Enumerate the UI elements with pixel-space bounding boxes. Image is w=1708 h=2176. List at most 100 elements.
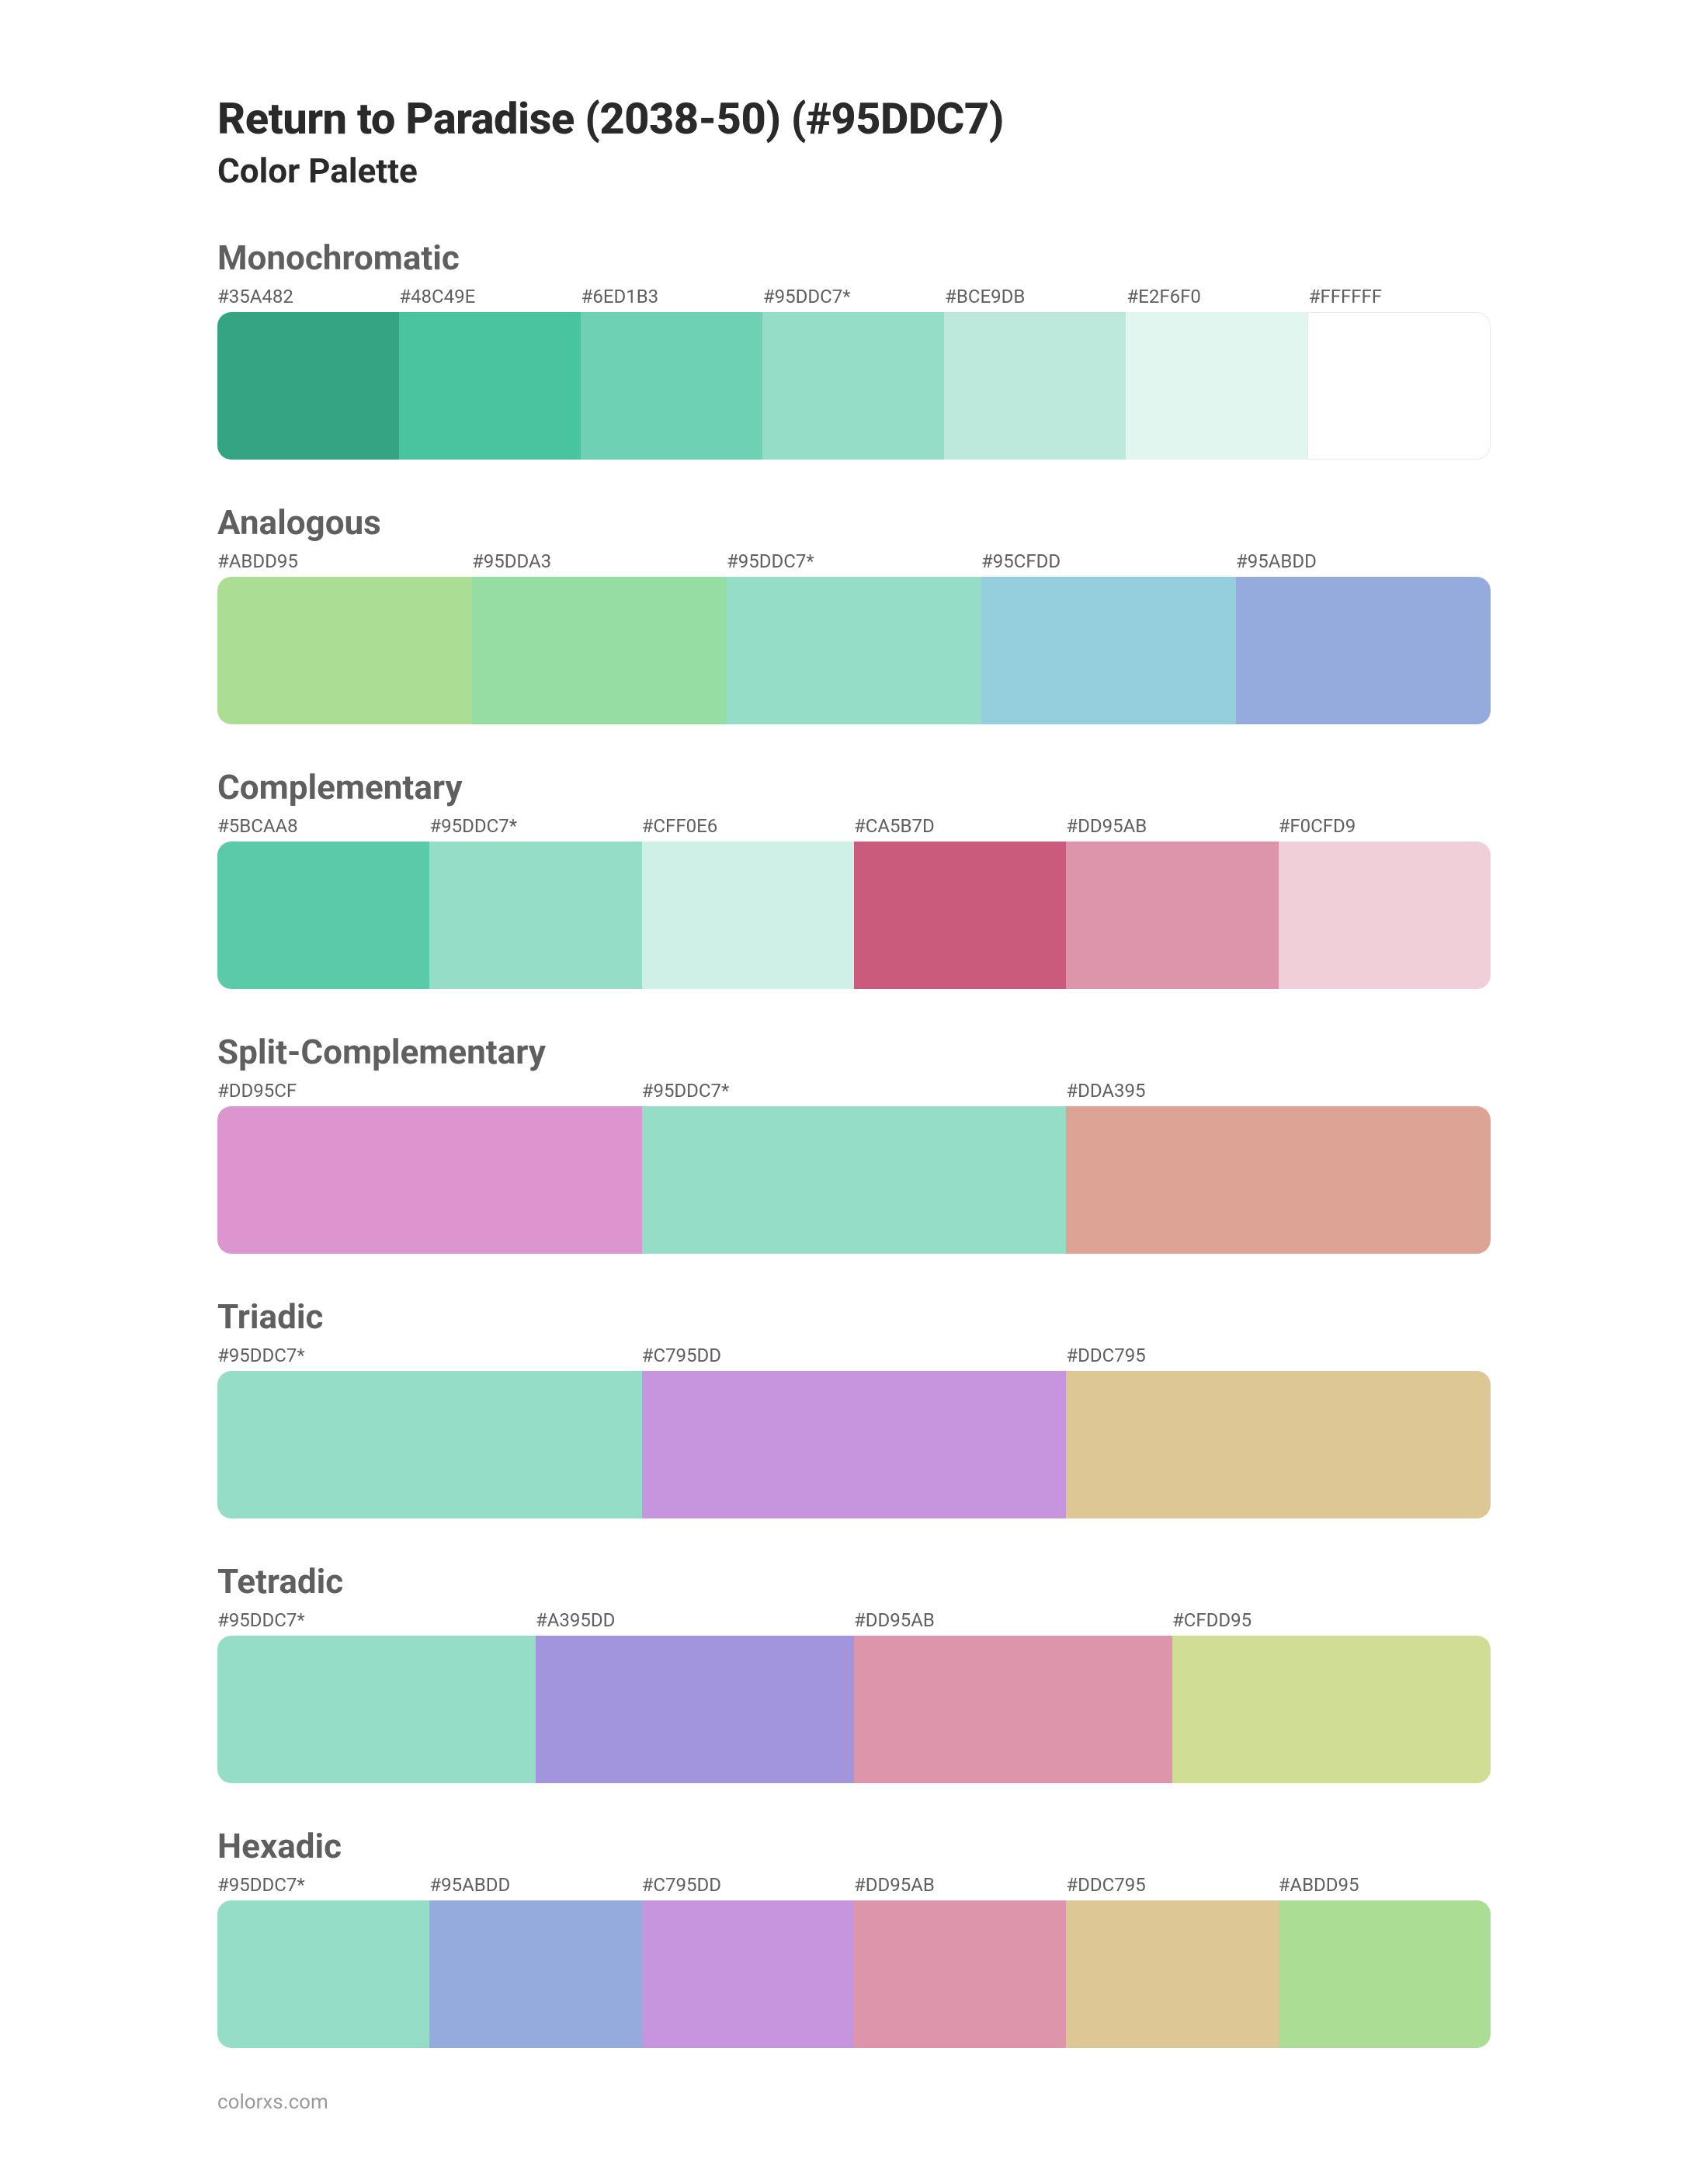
color-swatch[interactable]	[217, 577, 472, 724]
section-title: Monochromatic	[217, 238, 1491, 278]
swatch-labels-row: #95DDC7*#A395DD#DD95AB#CFDD95	[217, 1609, 1491, 1636]
color-swatch[interactable]	[1066, 1900, 1278, 2048]
swatch-label: #C795DD	[642, 1874, 854, 1900]
swatches-row	[217, 1636, 1491, 1783]
color-swatch[interactable]	[981, 577, 1236, 724]
swatch-label: #DDA395	[1066, 1080, 1491, 1106]
color-swatch[interactable]	[1066, 1371, 1491, 1518]
color-swatch[interactable]	[399, 312, 581, 460]
swatch-label: #DD95AB	[854, 1874, 1066, 1900]
swatch-label: #CFDD95	[1172, 1609, 1491, 1636]
color-swatch[interactable]	[1066, 1106, 1491, 1254]
color-swatch[interactable]	[727, 577, 981, 724]
color-swatch[interactable]	[217, 1371, 642, 1518]
color-swatch[interactable]	[429, 1900, 641, 2048]
color-swatch[interactable]	[429, 842, 641, 989]
palette-section: Complementary #5BCAA8#95DDC7*#CFF0E6#CA5B…	[217, 767, 1491, 989]
color-swatch[interactable]	[944, 312, 1126, 460]
swatch-label: #95DDC7*	[429, 815, 641, 842]
swatch-labels-row: #ABDD95#95DDA3#95DDC7*#95CFDD#95ABDD	[217, 550, 1491, 577]
swatch-label: #E2F6F0	[1127, 286, 1308, 312]
swatches-row	[217, 312, 1491, 460]
swatch-label: #6ED1B3	[581, 286, 763, 312]
swatch-label: #35A482	[217, 286, 399, 312]
color-swatch[interactable]	[854, 842, 1066, 989]
color-swatch[interactable]	[536, 1636, 854, 1783]
color-swatch[interactable]	[854, 1900, 1066, 2048]
color-swatch[interactable]	[217, 1106, 642, 1254]
color-swatch[interactable]	[642, 842, 854, 989]
swatch-label: #95DDC7*	[217, 1874, 429, 1900]
swatches-row	[217, 1106, 1491, 1254]
color-swatch[interactable]	[1126, 312, 1307, 460]
color-swatch[interactable]	[762, 312, 944, 460]
palette-section: Analogous #ABDD95#95DDA3#95DDC7*#95CFDD#9…	[217, 502, 1491, 724]
color-swatch[interactable]	[217, 842, 429, 989]
swatches-row	[217, 1371, 1491, 1518]
swatch-labels-row: #5BCAA8#95DDC7*#CFF0E6#CA5B7D#DD95AB#F0C…	[217, 815, 1491, 842]
section-title: Hexadic	[217, 1826, 1491, 1866]
swatch-label: #48C49E	[399, 286, 581, 312]
color-swatch[interactable]	[217, 1636, 536, 1783]
section-title: Tetradic	[217, 1561, 1491, 1602]
swatches-row	[217, 577, 1491, 724]
palette-sections: Monochromatic#35A482#48C49E#6ED1B3#95DDC…	[217, 238, 1491, 2048]
swatch-labels-row: #35A482#48C49E#6ED1B3#95DDC7*#BCE9DB#E2F…	[217, 286, 1491, 312]
page-subtitle: Color Palette	[217, 151, 1491, 191]
swatches-row	[217, 842, 1491, 989]
swatch-label: #DD95AB	[1066, 815, 1278, 842]
swatch-label: #95DDC7*	[642, 1080, 1067, 1106]
color-swatch[interactable]	[854, 1636, 1172, 1783]
swatch-label: #95DDC7*	[727, 550, 981, 577]
swatch-label: #DDC795	[1066, 1874, 1278, 1900]
color-swatch[interactable]	[1307, 312, 1491, 460]
swatch-label: #95DDC7*	[217, 1609, 536, 1636]
color-swatch[interactable]	[1236, 577, 1491, 724]
swatch-labels-row: #95DDC7*#95ABDD#C795DD#DD95AB#DDC795#ABD…	[217, 1874, 1491, 1900]
color-swatch[interactable]	[1279, 842, 1491, 989]
swatch-label: #ABDD95	[1279, 1874, 1491, 1900]
swatch-label: #A395DD	[536, 1609, 854, 1636]
color-swatch[interactable]	[1279, 1900, 1491, 2048]
palette-section: Monochromatic #35A482#48C49E#6ED1B3#95DDC…	[217, 238, 1491, 460]
swatch-label: #BCE9DB	[945, 286, 1127, 312]
section-title: Triadic	[217, 1296, 1491, 1337]
color-swatch[interactable]	[217, 1900, 429, 2048]
color-swatch[interactable]	[472, 577, 727, 724]
swatch-label: #95CFDD	[981, 550, 1236, 577]
swatches-row	[217, 1900, 1491, 2048]
swatch-label: #CFF0E6	[642, 815, 854, 842]
swatch-label: #DD95AB	[854, 1609, 1172, 1636]
swatch-label: #95DDC7*	[217, 1345, 642, 1371]
color-swatch[interactable]	[642, 1900, 854, 2048]
color-swatch[interactable]	[1172, 1636, 1491, 1783]
swatch-label: #F0CFD9	[1279, 815, 1491, 842]
swatch-label: #FFFFFF	[1309, 286, 1491, 312]
swatch-label: #95DDA3	[472, 550, 727, 577]
color-swatch[interactable]	[217, 312, 399, 460]
color-swatch[interactable]	[642, 1371, 1067, 1518]
swatch-label: #C795DD	[642, 1345, 1067, 1371]
swatch-label: #95ABDD	[429, 1874, 641, 1900]
swatch-labels-row: #95DDC7*#C795DD#DDC795	[217, 1345, 1491, 1371]
section-title: Split-Complementary	[217, 1032, 1491, 1072]
swatch-label: #CA5B7D	[854, 815, 1066, 842]
section-title: Complementary	[217, 767, 1491, 807]
palette-section: Triadic #95DDC7*#C795DD#DDC795	[217, 1296, 1491, 1518]
swatch-label: #DDC795	[1066, 1345, 1491, 1371]
swatch-label: #95ABDD	[1236, 550, 1491, 577]
palette-section: Hexadic #95DDC7*#95ABDD#C795DD#DD95AB#DDC…	[217, 1826, 1491, 2048]
color-swatch[interactable]	[1066, 842, 1278, 989]
color-swatch[interactable]	[581, 312, 762, 460]
swatch-label: #5BCAA8	[217, 815, 429, 842]
section-title: Analogous	[217, 502, 1491, 543]
palette-section: Tetradic #95DDC7*#A395DD#DD95AB#CFDD95	[217, 1561, 1491, 1783]
palette-section: Split-Complementary #DD95CF#95DDC7*#DDA39…	[217, 1032, 1491, 1254]
swatch-label: #ABDD95	[217, 550, 472, 577]
swatch-label: #95DDC7*	[763, 286, 945, 312]
color-swatch[interactable]	[642, 1106, 1067, 1254]
footer-credit: colorxs.com	[217, 2091, 1491, 2114]
page-title: Return to Paradise (2038-50) (#95DDC7)	[217, 93, 1491, 144]
swatch-labels-row: #DD95CF#95DDC7*#DDA395	[217, 1080, 1491, 1106]
swatch-label: #DD95CF	[217, 1080, 642, 1106]
